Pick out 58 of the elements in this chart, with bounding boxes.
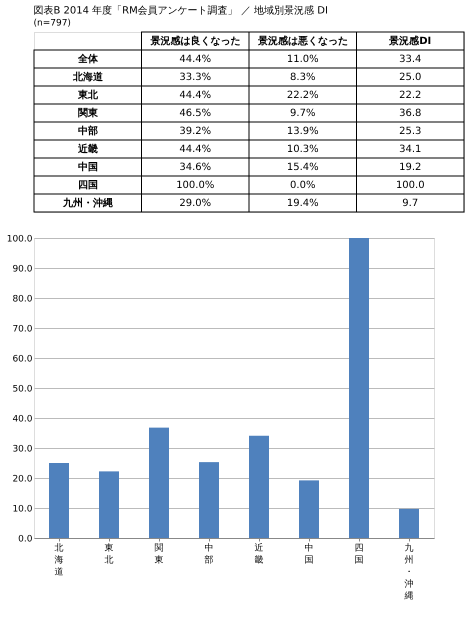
data-label: 46.5% [179,108,212,119]
x-tick-label: 中国 [304,542,314,566]
data-label: 8.3% [290,72,316,83]
y-tick-label: 100.0 [6,234,33,244]
x-tick-label: 四国 [354,544,364,566]
y-tick-label: 40.0 [12,414,33,424]
data-label: 22.2 [399,90,422,101]
data-label: 25.3 [399,126,422,137]
data-label: 9.7 [402,198,418,209]
y-tick-label: 九州・沖縄 [62,197,113,209]
x-tick-label: 景況感は悪くなった [256,35,348,47]
data-label: 10.3% [286,144,319,155]
x-tick-label: 景況感DI [388,35,432,47]
data-label: 44.4% [179,144,212,155]
data-label: 15.4% [286,162,319,173]
data-label: 25.0 [399,72,422,83]
y-tick-label: 60.0 [12,354,33,364]
x-tick-label: 景況感は良くなった [149,35,240,47]
data-label: 34.1 [399,144,422,155]
y-tick-label: 近畿 [76,143,98,155]
y-tick-label: 四国 [78,180,98,191]
text: (n=797) [34,18,71,28]
data-label: 100.0% [176,180,214,191]
data-label: 19.2 [399,162,422,173]
y-tick-label: 北海道 [72,71,104,83]
x-tick-label: 中部 [204,542,214,566]
data-label: 34.6% [179,162,212,173]
y-tick-label: 中国 [78,161,98,173]
y-tick-label: 中部 [78,125,98,137]
x-tick-label: 関東 [154,542,164,566]
data-label: 22.2% [286,90,319,101]
x-tick-label: 九州・沖縄 [404,542,414,602]
y-tick-label: 90.0 [12,264,33,274]
y-tick-label: 10.0 [12,504,33,514]
y-tick-label: 関東 [78,107,99,119]
data-label: 11.0% [286,54,319,65]
y-tick-label: 50.0 [12,384,33,394]
data-label: 39.2% [179,126,212,137]
data-label: 33.3% [179,72,212,83]
data-label: 36.8 [399,108,422,119]
y-tick-label: 70.0 [12,324,33,334]
data-label: 13.9% [286,126,319,137]
x-tick-label: 近畿 [254,542,264,566]
y-tick-label: 80.0 [12,294,33,304]
data-label: 9.7% [290,108,316,119]
y-tick-label: 0.0 [18,534,33,544]
data-label: 29.0% [179,198,212,209]
y-tick-label: 20.0 [12,474,33,484]
data-label: 100.0 [396,180,425,191]
y-tick-label: 全体 [76,53,99,65]
y-tick-label: 30.0 [12,444,33,454]
data-label: 19.4% [286,198,319,209]
data-label: 44.4% [179,54,212,65]
y-tick-label: 東北 [76,89,99,101]
data-label: 0.0% [290,180,316,191]
chart-title: 図表B 2014 年度「RM会員アンケート調査」 ／ 地域別景況感 DI [34,4,328,16]
data-label: 44.4% [179,90,212,101]
data-label: 33.4 [399,54,422,65]
